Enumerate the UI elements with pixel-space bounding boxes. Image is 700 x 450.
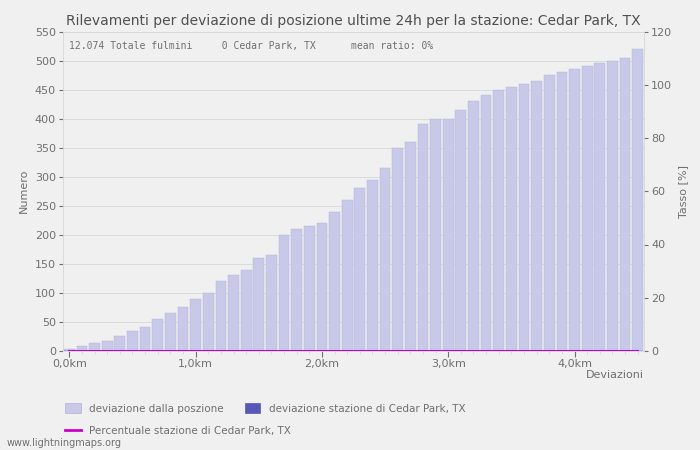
Bar: [76, 346, 88, 351]
Bar: [620, 58, 631, 351]
Bar: [241, 270, 251, 351]
Bar: [481, 95, 491, 351]
Bar: [178, 307, 188, 351]
Bar: [127, 331, 138, 351]
Bar: [89, 343, 100, 351]
Text: Deviazioni: Deviazioni: [586, 370, 644, 380]
Bar: [140, 327, 150, 351]
Bar: [506, 87, 517, 351]
Text: 12.074 Totale fulmini     0 Cedar Park, TX      mean ratio: 0%: 12.074 Totale fulmini 0 Cedar Park, TX m…: [69, 41, 433, 51]
Bar: [203, 293, 214, 351]
Bar: [304, 226, 315, 351]
Bar: [165, 313, 176, 351]
Bar: [443, 119, 454, 351]
Bar: [418, 125, 428, 351]
Bar: [115, 337, 125, 351]
Bar: [367, 180, 378, 351]
Bar: [228, 275, 239, 351]
Legend: Percentuale stazione di Cedar Park, TX: Percentuale stazione di Cedar Park, TX: [61, 422, 295, 440]
Bar: [190, 299, 201, 351]
Bar: [153, 319, 163, 351]
Bar: [316, 223, 328, 351]
Bar: [607, 61, 618, 351]
Bar: [632, 49, 643, 351]
Bar: [594, 63, 606, 351]
Bar: [556, 72, 567, 351]
Bar: [494, 90, 504, 351]
Bar: [379, 168, 391, 351]
Bar: [253, 258, 264, 351]
Bar: [342, 200, 353, 351]
Bar: [279, 235, 289, 351]
Bar: [544, 75, 554, 351]
Y-axis label: Numero: Numero: [20, 169, 29, 213]
Bar: [291, 229, 302, 351]
Bar: [102, 341, 113, 351]
Bar: [456, 110, 466, 351]
Bar: [468, 101, 479, 351]
Bar: [531, 81, 542, 351]
Bar: [64, 349, 75, 351]
Bar: [430, 119, 441, 351]
Legend: deviazione dalla poszione, deviazione stazione di Cedar Park, TX: deviazione dalla poszione, deviazione st…: [61, 399, 470, 418]
Bar: [216, 281, 226, 351]
Text: www.lightningmaps.org: www.lightningmaps.org: [7, 438, 122, 448]
Title: Rilevamenti per deviazione di posizione ultime 24h per la stazione: Cedar Park, : Rilevamenti per deviazione di posizione …: [66, 14, 640, 27]
Bar: [354, 189, 365, 351]
Y-axis label: Tasso [%]: Tasso [%]: [678, 165, 687, 218]
Bar: [519, 84, 529, 351]
Bar: [569, 69, 580, 351]
Bar: [329, 212, 340, 351]
Bar: [405, 142, 416, 351]
Bar: [392, 148, 403, 351]
Bar: [266, 255, 276, 351]
Bar: [582, 66, 592, 351]
